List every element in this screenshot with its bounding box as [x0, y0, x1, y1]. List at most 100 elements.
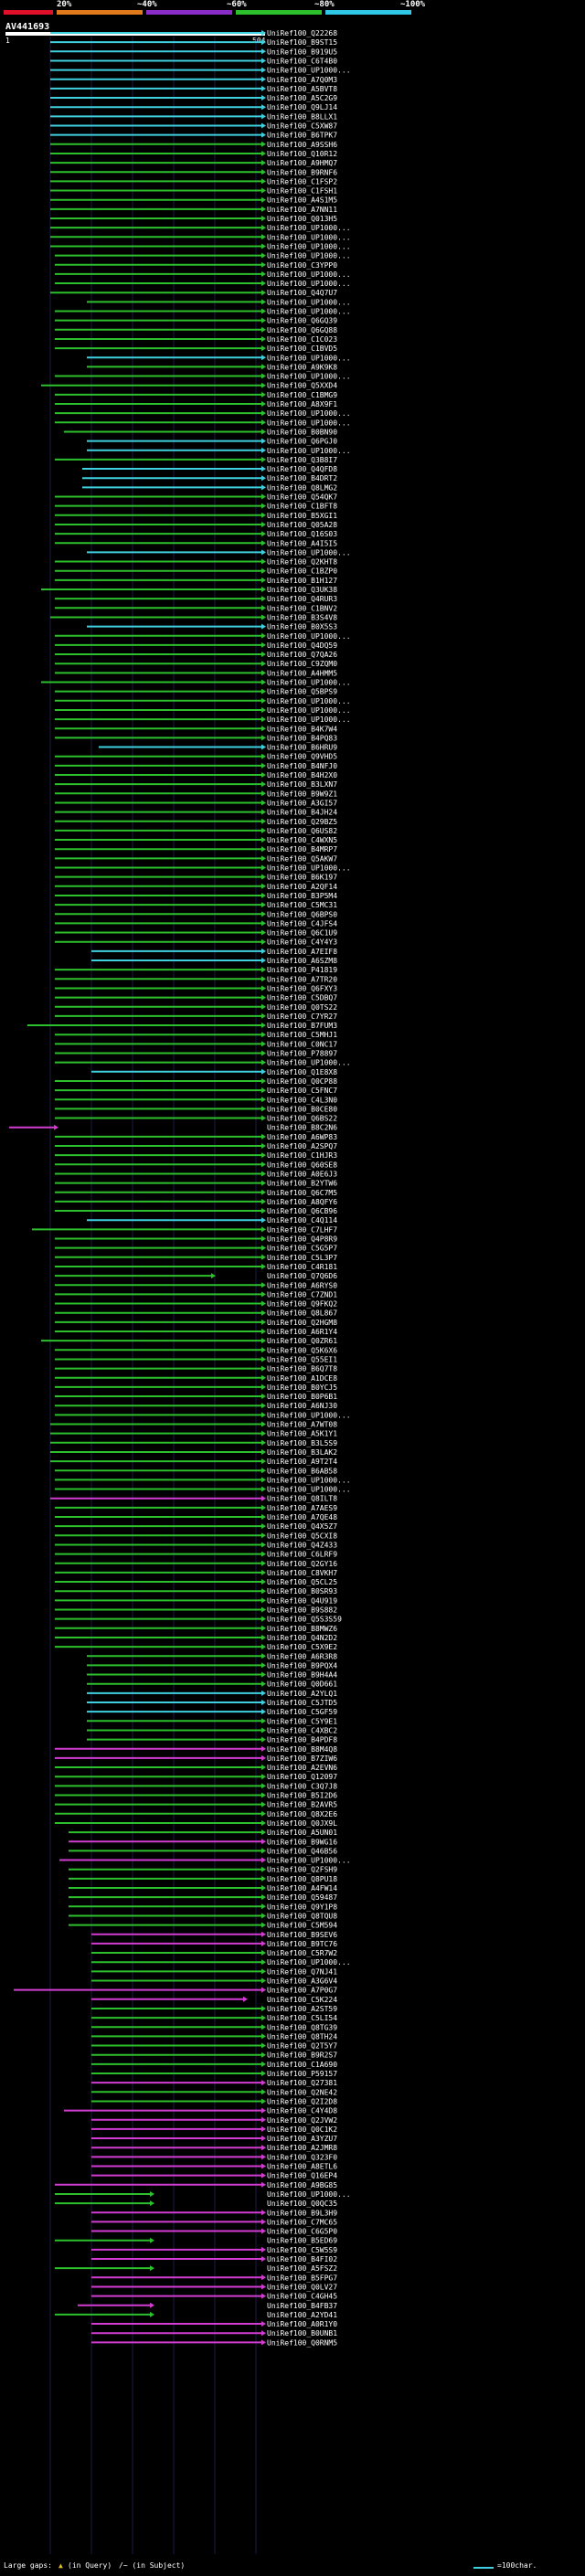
- hit-label[interactable]: UniRef100_UP1000...: [267, 242, 351, 250]
- hit-label[interactable]: UniRef100_B0CE80: [267, 1105, 337, 1113]
- hit-label[interactable]: UniRef100_C7MC65: [267, 2218, 337, 2226]
- hit-label[interactable]: UniRef100_UP1000...: [267, 1476, 351, 1484]
- hit-label[interactable]: UniRef100_C1BVD5: [267, 345, 337, 353]
- hit-label[interactable]: UniRef100_Q0C1K2: [267, 2125, 337, 2134]
- hit-label[interactable]: UniRef100_UP1000...: [267, 280, 351, 288]
- hit-label[interactable]: UniRef100_A8ETL6: [267, 2163, 337, 2171]
- hit-label[interactable]: UniRef100_Q29BZ5: [267, 818, 337, 826]
- hit-label[interactable]: UniRef100_A3G6V4: [267, 1977, 337, 1986]
- hit-label[interactable]: UniRef100_Q4U919: [267, 1596, 337, 1605]
- hit-label[interactable]: UniRef100_C4GH45: [267, 2293, 337, 2301]
- hit-label[interactable]: UniRef100_B4K7W4: [267, 725, 337, 733]
- hit-label[interactable]: UniRef100_UP1000...: [267, 716, 351, 724]
- hit-label[interactable]: UniRef100_B6Q7T8: [267, 1365, 337, 1373]
- hit-label[interactable]: UniRef100_Q6FXY3: [267, 984, 337, 992]
- hit-label[interactable]: UniRef100_B0SR93: [267, 1587, 337, 1595]
- hit-label[interactable]: UniRef100_UP1000...: [267, 548, 351, 557]
- hit-label[interactable]: UniRef100_B6K197: [267, 874, 337, 882]
- hit-label[interactable]: UniRef100_C1FSP2: [267, 177, 337, 186]
- hit-label[interactable]: UniRef100_Q323F0: [267, 2153, 337, 2161]
- hit-label[interactable]: UniRef100_Q3B8I7: [267, 456, 337, 464]
- hit-label[interactable]: UniRef100_UP1000...: [267, 706, 351, 715]
- hit-label[interactable]: UniRef100_Q16S03: [267, 530, 337, 538]
- hit-label[interactable]: UniRef100_A0R1Y0: [267, 2320, 337, 2328]
- hit-label[interactable]: UniRef100_Q5AKW7: [267, 854, 337, 863]
- hit-label[interactable]: UniRef100_B4FB37: [267, 2302, 337, 2310]
- hit-label[interactable]: UniRef100_Q9Y1P8: [267, 1903, 337, 1911]
- hit-label[interactable]: UniRef100_Q0ZR61: [267, 1337, 337, 1345]
- hit-label[interactable]: UniRef100_A7Q0M3: [267, 76, 337, 84]
- hit-label[interactable]: UniRef100_B8MWZ6: [267, 1625, 337, 1633]
- hit-label[interactable]: UniRef100_B5XGI1: [267, 512, 337, 520]
- hit-label[interactable]: UniRef100_UP1000...: [267, 419, 351, 427]
- hit-label[interactable]: UniRef100_A2SPQ7: [267, 1142, 337, 1150]
- hit-label[interactable]: UniRef100_B9W9Z1: [267, 790, 337, 798]
- hit-label[interactable]: UniRef100_C4XBC2: [267, 1726, 337, 1734]
- hit-label[interactable]: UniRef100_B4PQ83: [267, 734, 337, 742]
- hit-label[interactable]: UniRef100_B2AVR5: [267, 1801, 337, 1809]
- hit-label[interactable]: UniRef100_A7NN11: [267, 206, 337, 214]
- hit-label[interactable]: UniRef100_Q6BPS0: [267, 910, 337, 918]
- hit-label[interactable]: UniRef100_Q9VHD5: [267, 753, 337, 761]
- hit-label[interactable]: UniRef100_C1C023: [267, 335, 337, 344]
- hit-label[interactable]: UniRef100_Q2HGM8: [267, 1319, 337, 1327]
- hit-label[interactable]: UniRef100_A7TR20: [267, 975, 337, 983]
- hit-label[interactable]: UniRef100_Q27381: [267, 2079, 337, 2087]
- hit-label[interactable]: UniRef100_Q8TH24: [267, 2032, 337, 2041]
- hit-label[interactable]: UniRef100_Q22268: [267, 29, 337, 37]
- hit-label[interactable]: UniRef100_C5DBQ7: [267, 994, 337, 1002]
- hit-label[interactable]: UniRef100_C7YR27: [267, 1012, 337, 1021]
- hit-label[interactable]: UniRef100_C5L3P7: [267, 1254, 337, 1262]
- hit-label[interactable]: UniRef100_Q5CL25: [267, 1578, 337, 1586]
- hit-label[interactable]: UniRef100_C5XW87: [267, 122, 337, 131]
- hit-label[interactable]: UniRef100_Q6US82: [267, 827, 337, 835]
- hit-label[interactable]: UniRef100_Q7QA26: [267, 651, 337, 659]
- hit-label[interactable]: UniRef100_Q8TQU8: [267, 1912, 337, 1920]
- hit-label[interactable]: UniRef100_Q013H5: [267, 215, 337, 223]
- hit-label[interactable]: UniRef100_A2EVN6: [267, 1764, 337, 1772]
- hit-label[interactable]: UniRef100_UP1000...: [267, 224, 351, 232]
- hit-label[interactable]: UniRef100_Q05A28: [267, 521, 337, 529]
- hit-label[interactable]: UniRef100_Q8TG39: [267, 2023, 337, 2031]
- hit-label[interactable]: UniRef100_C1A690: [267, 2061, 337, 2069]
- hit-label[interactable]: UniRef100_B6HRU9: [267, 744, 337, 752]
- hit-label[interactable]: UniRef100_Q6C7M5: [267, 1189, 337, 1197]
- hit-label[interactable]: UniRef100_P59157: [267, 2070, 337, 2078]
- hit-label[interactable]: UniRef100_C7LHF7: [267, 1225, 337, 1234]
- hit-label[interactable]: UniRef100_Q5BPS9: [267, 688, 337, 696]
- hit-label[interactable]: UniRef100_Q7NJ41: [267, 1967, 337, 1976]
- hit-label[interactable]: UniRef100_UP1000...: [267, 354, 351, 362]
- hit-label[interactable]: UniRef100_Q5CXI8: [267, 1532, 337, 1540]
- hit-label[interactable]: UniRef100_C5MHJ1: [267, 1031, 337, 1039]
- hit-label[interactable]: UniRef100_B0YCJ5: [267, 1383, 337, 1392]
- hit-label[interactable]: UniRef100_A2YD41: [267, 2311, 337, 2319]
- hit-label[interactable]: UniRef100_Q4P8R9: [267, 1235, 337, 1244]
- hit-label[interactable]: UniRef100_Q55EI1: [267, 1355, 337, 1363]
- hit-label[interactable]: UniRef100_B6TPK7: [267, 132, 337, 140]
- hit-label[interactable]: UniRef100_C3Q7J8: [267, 1782, 337, 1790]
- hit-label[interactable]: UniRef100_Q60SE8: [267, 1161, 337, 1169]
- hit-label[interactable]: UniRef100_B3L5S9: [267, 1439, 337, 1447]
- hit-label[interactable]: UniRef100_A5FSZ2: [267, 2264, 337, 2273]
- hit-label[interactable]: UniRef100_B4DRT2: [267, 474, 337, 482]
- hit-label[interactable]: UniRef100_Q8PU18: [267, 1875, 337, 1883]
- hit-label[interactable]: UniRef100_Q5XXD4: [267, 382, 337, 390]
- hit-label[interactable]: UniRef100_C4Y4D8: [267, 2107, 337, 2115]
- hit-label[interactable]: UniRef100_Q0QC35: [267, 2200, 337, 2208]
- hit-label[interactable]: UniRef100_B9S882: [267, 1606, 337, 1615]
- hit-label[interactable]: UniRef100_A4FW14: [267, 1884, 337, 1892]
- hit-label[interactable]: UniRef100_A9T2T4: [267, 1458, 337, 1466]
- hit-label[interactable]: UniRef100_C5R7W2: [267, 1949, 337, 1957]
- hit-label[interactable]: UniRef100_B3LAK2: [267, 1448, 337, 1457]
- hit-label[interactable]: UniRef100_B8LLX1: [267, 112, 337, 121]
- hit-label[interactable]: UniRef100_A4I5I5: [267, 539, 337, 547]
- hit-label[interactable]: UniRef100_Q4Z433: [267, 1541, 337, 1549]
- hit-label[interactable]: UniRef100_Q10R12: [267, 150, 337, 158]
- hit-label[interactable]: UniRef100_UP1000...: [267, 697, 351, 705]
- hit-label[interactable]: UniRef100_B4MRP7: [267, 845, 337, 853]
- hit-label[interactable]: UniRef100_UP1000...: [267, 67, 351, 75]
- hit-label[interactable]: UniRef100_B8C2N6: [267, 1124, 337, 1132]
- hit-label[interactable]: UniRef100_Q16EP4: [267, 2172, 337, 2180]
- hit-label[interactable]: UniRef100_Q9LJ14: [267, 103, 337, 111]
- hit-label[interactable]: UniRef100_A7WT08: [267, 1421, 337, 1429]
